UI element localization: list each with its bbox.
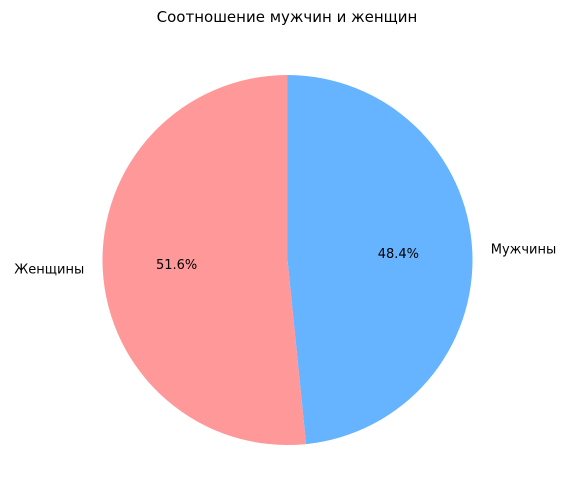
pie-slice-0 [287,75,473,445]
percent-label-0: 48.4% [378,247,419,262]
percent-label-1: 51.6% [156,258,197,273]
chart-title: Соотношение мужчин и женщин [157,8,418,26]
slice-label-1: Женщины [14,263,84,278]
pie-slice-1 [102,75,307,445]
pie-labels: Мужчины 48.4% Женщины 51.6% [14,242,556,277]
pie-slices [102,75,473,445]
slice-label-0: Мужчины [491,242,557,257]
